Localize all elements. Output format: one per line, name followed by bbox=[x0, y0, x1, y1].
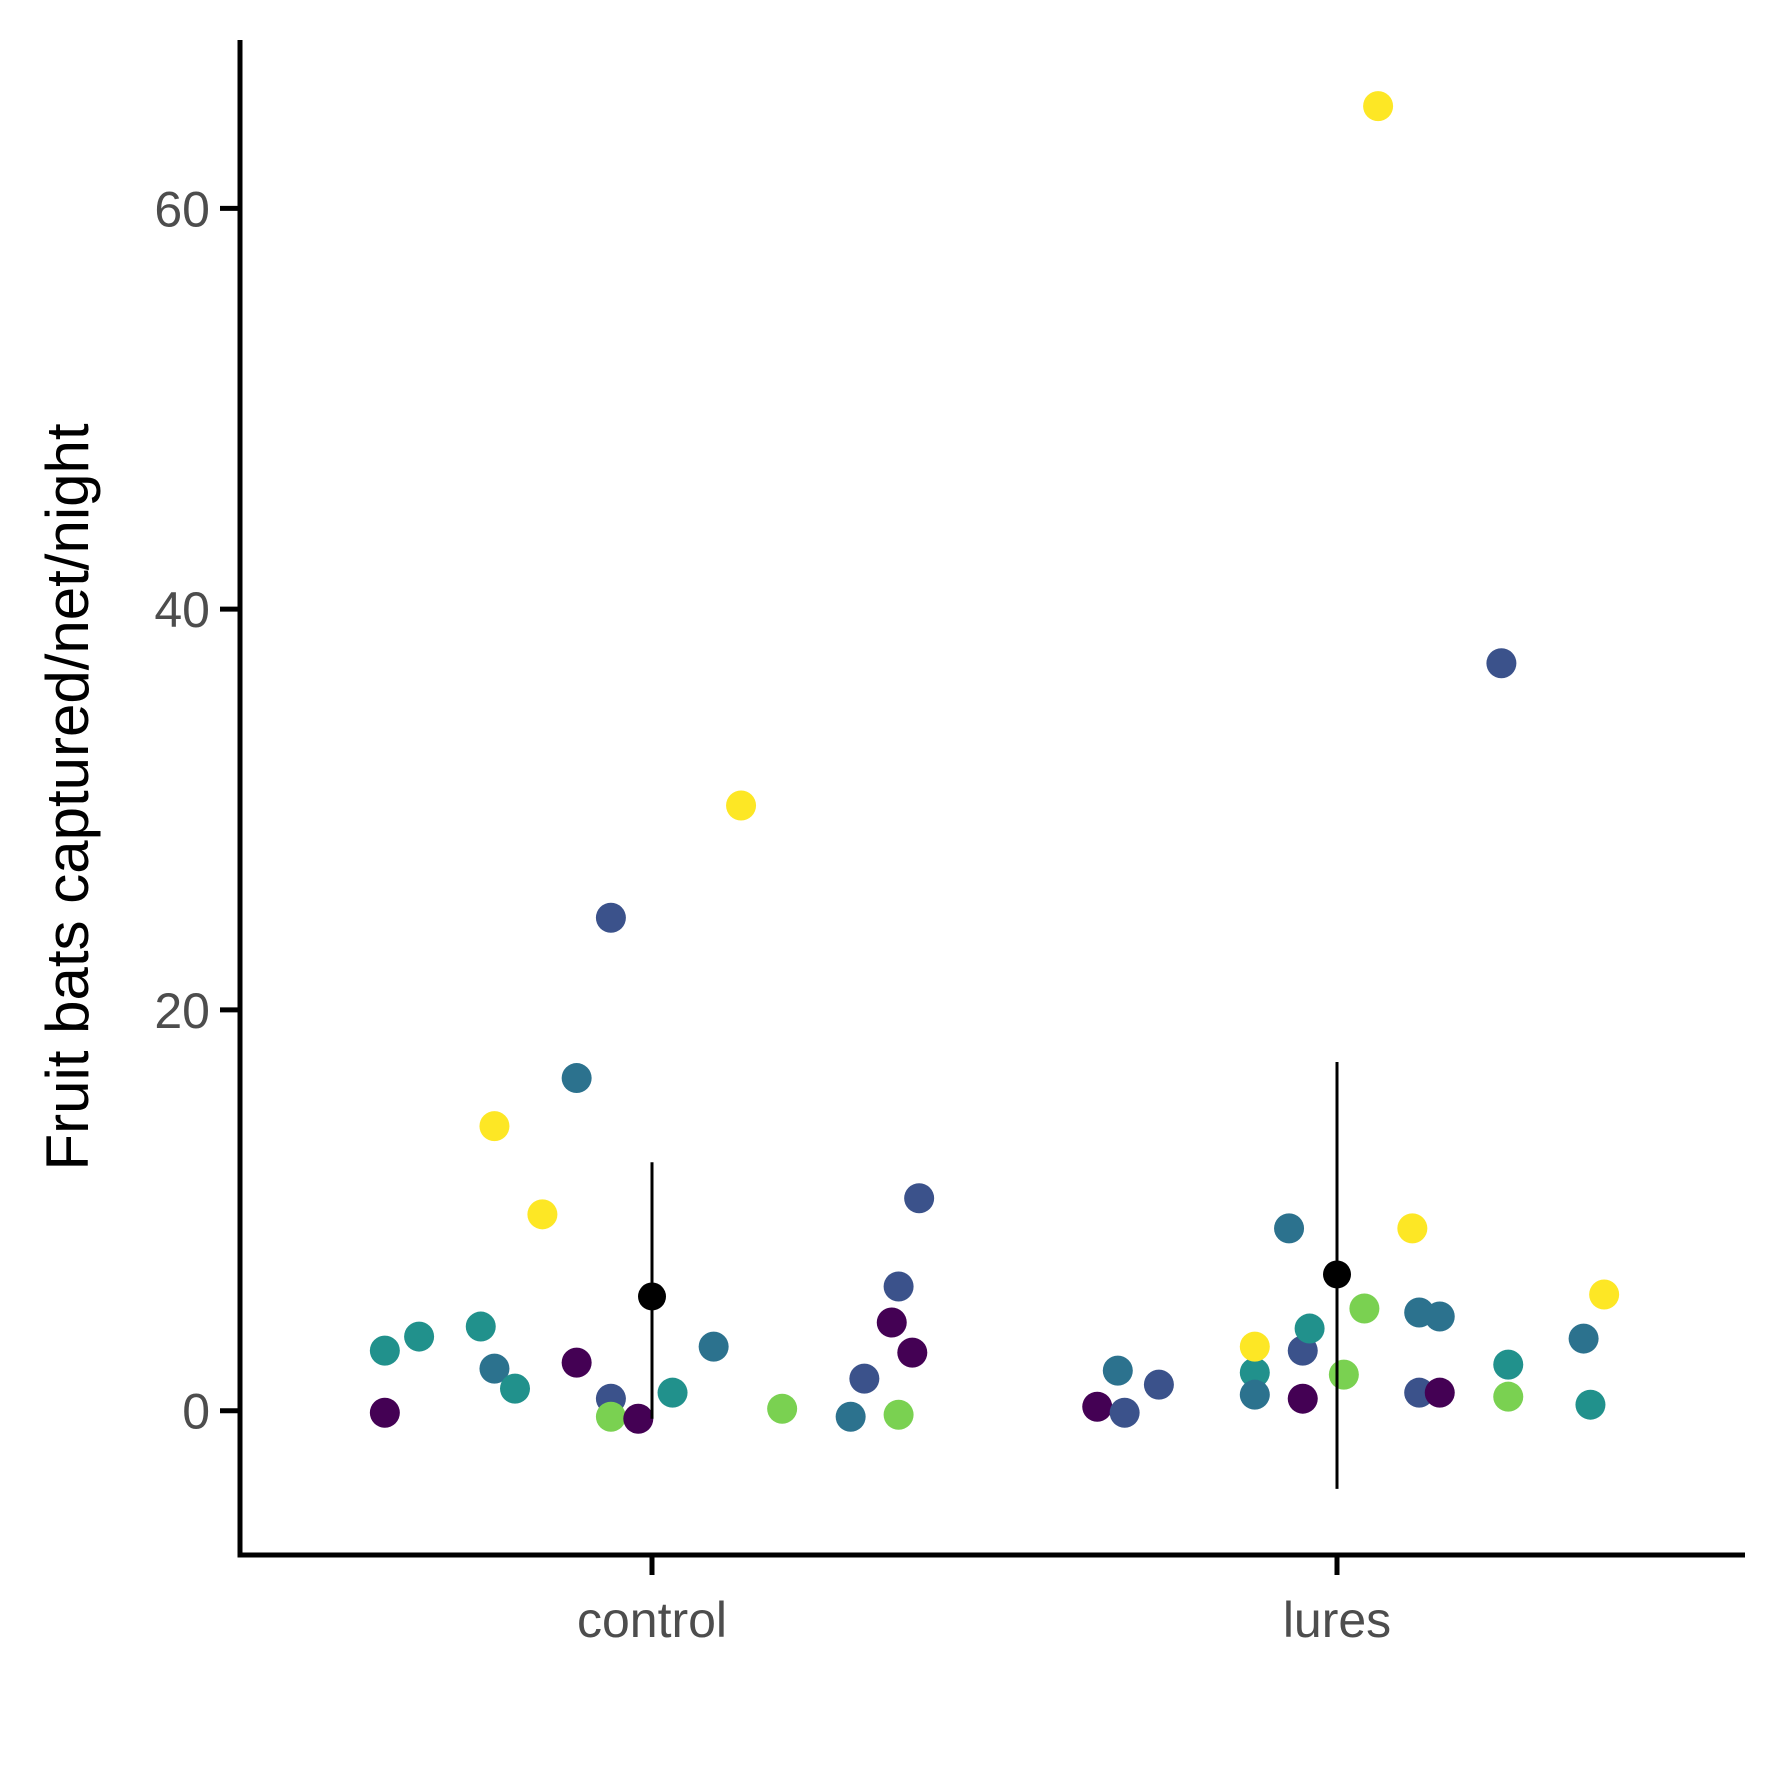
data-points bbox=[369, 91, 1620, 1434]
data-point bbox=[1568, 1323, 1599, 1354]
data-point bbox=[1109, 1397, 1140, 1428]
data-point bbox=[1589, 1279, 1620, 1310]
x-tick-label: lures bbox=[1283, 1592, 1391, 1648]
data-point bbox=[883, 1399, 914, 1430]
data-point bbox=[767, 1393, 798, 1424]
data-point bbox=[849, 1363, 880, 1394]
data-point bbox=[1239, 1331, 1270, 1362]
data-point bbox=[1575, 1389, 1606, 1420]
y-axis-title: Fruit bats captured/net/night bbox=[34, 423, 101, 1170]
data-point bbox=[1287, 1383, 1318, 1414]
y-tick-label: 60 bbox=[154, 181, 210, 237]
data-point bbox=[479, 1111, 510, 1142]
data-point bbox=[1082, 1391, 1113, 1422]
data-point bbox=[657, 1377, 688, 1408]
data-point bbox=[500, 1373, 530, 1404]
data-point bbox=[1424, 1301, 1455, 1332]
x-tick-label: control bbox=[577, 1592, 727, 1648]
data-point bbox=[1239, 1379, 1270, 1410]
data-point bbox=[595, 1401, 626, 1432]
y-tick-label: 40 bbox=[154, 582, 210, 638]
data-point bbox=[1102, 1355, 1133, 1386]
data-point bbox=[623, 1403, 654, 1434]
data-point bbox=[1404, 1377, 1435, 1408]
data-point bbox=[1143, 1369, 1174, 1400]
data-point bbox=[1424, 1377, 1455, 1408]
y-tick-label: 0 bbox=[182, 1384, 210, 1440]
data-point bbox=[561, 1347, 592, 1378]
data-point bbox=[883, 1271, 914, 1302]
data-point bbox=[561, 1063, 592, 1094]
data-point bbox=[369, 1397, 400, 1428]
data-point bbox=[726, 790, 757, 821]
data-point bbox=[595, 902, 626, 933]
data-point bbox=[404, 1321, 435, 1352]
data-point bbox=[698, 1331, 729, 1362]
data-point bbox=[904, 1183, 935, 1214]
data-point bbox=[465, 1311, 496, 1342]
data-point bbox=[1493, 1349, 1524, 1380]
mean-point bbox=[638, 1282, 666, 1311]
mean-error-bars bbox=[638, 1062, 1351, 1489]
y-tick-label: 20 bbox=[154, 983, 210, 1039]
data-point bbox=[1397, 1213, 1428, 1244]
axes bbox=[237, 40, 1745, 1558]
data-point bbox=[1274, 1213, 1305, 1244]
data-point bbox=[1294, 1313, 1325, 1344]
data-point bbox=[1486, 648, 1517, 679]
y-axis-ticks: 0 20 40 60 bbox=[154, 181, 240, 1440]
data-point bbox=[527, 1199, 558, 1230]
data-point bbox=[1349, 1293, 1380, 1324]
data-point bbox=[369, 1335, 400, 1366]
data-point bbox=[835, 1401, 866, 1432]
x-axis-ticks: control lures bbox=[577, 1555, 1391, 1648]
data-point bbox=[1493, 1381, 1524, 1412]
data-point bbox=[1363, 91, 1394, 122]
data-point bbox=[1328, 1359, 1359, 1390]
mean-point bbox=[1323, 1260, 1351, 1289]
data-point bbox=[479, 1353, 510, 1384]
data-point bbox=[876, 1307, 907, 1338]
data-point bbox=[897, 1337, 928, 1368]
data-point bbox=[1239, 1357, 1270, 1388]
